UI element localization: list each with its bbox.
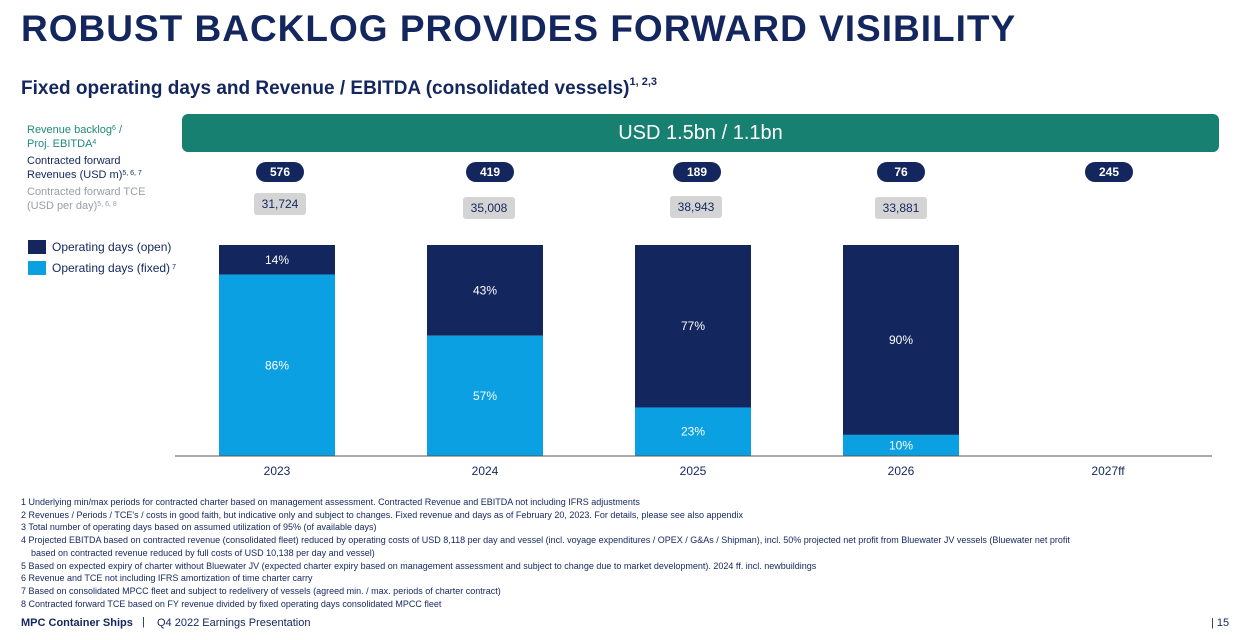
bar-fixed-2026 (843, 434, 959, 456)
bar-open-2026 (843, 245, 959, 435)
legend-open: Operating days (open) (28, 240, 171, 254)
footnote-1: 1 Underlying min/max periods for contrac… (21, 497, 640, 507)
chart-subtitle: Fixed operating days and Revenue / EBITD… (21, 76, 658, 99)
bar-open-2023 (219, 245, 335, 275)
page-title: ROBUST BACKLOG PROVIDES FORWARD VISIBILI… (21, 8, 1017, 49)
data-label-open-2024: 43% (473, 283, 497, 297)
revenue-backlog-label: Revenue backlog6 / Proj. EBITDA4 (27, 124, 123, 150)
revenue-pill-2027ff: 245 (1085, 162, 1133, 182)
x-tick-label-2027ff: 2027ff (1091, 464, 1125, 478)
footnote-4-continued: based on contracted revenue reduced by f… (31, 547, 375, 558)
footnotes: 1 Underlying min/max periods for contrac… (21, 496, 1231, 610)
bar-fixed-2023 (219, 274, 335, 456)
revenue-pill-2023: 576 (256, 162, 304, 182)
footnote-7: 7 Based on consolidated MPCC fleet and s… (21, 585, 501, 596)
bar-open-2025 (635, 245, 751, 408)
bar-fixed-2025 (635, 407, 751, 456)
footer-brand: MPC Container Ships (21, 617, 133, 629)
footnote-6: 6 Revenue and TCE not including IFRS amo… (21, 573, 313, 584)
revenue-pill-2024: 419 (466, 162, 514, 182)
legend-swatch-open (28, 240, 46, 254)
footer-presentation-title: Q4 2022 Earnings Presentation (157, 617, 311, 629)
footnote-4: 4 Projected EBITDA based on contracted r… (21, 535, 1070, 546)
bar-fixed-2024 (427, 335, 543, 456)
data-label-open-2023: 14% (265, 253, 289, 267)
page-number: | 15 (1211, 617, 1230, 629)
x-tick-label-2023: 2023 (264, 464, 291, 478)
data-label-open-2025: 77% (681, 319, 705, 333)
tce-box-2023: 31,724 (254, 193, 306, 215)
x-tick-label-2025: 2025 (680, 464, 707, 478)
footnote-3: 3 Total number of operating days based o… (21, 522, 377, 533)
legend-swatch-fixed (28, 261, 46, 275)
data-label-fixed-2023: 86% (265, 358, 289, 372)
contracted-tce-label: Contracted forward TCE (USD per day)5, 6… (27, 186, 146, 212)
data-label-open-2026: 90% (889, 333, 913, 347)
x-tick-label-2024: 2024 (472, 464, 499, 478)
revenue-backlog-bar: USD 1.5bn / 1.1bn (182, 114, 1219, 152)
revenue-pill-2025: 189 (673, 162, 721, 182)
x-tick-label-2026: 2026 (888, 464, 915, 478)
tce-box-2026: 33,881 (875, 197, 927, 219)
footnote-2: 2 Revenues / Periods / TCE's / costs in … (21, 509, 743, 520)
contracted-revenues-label: Contracted forward Revenues (USD m)5, 6,… (27, 155, 142, 181)
bar-open-2024 (427, 245, 543, 336)
subtitle-footnote-ref: 1, 2,3 (629, 76, 658, 88)
tce-box-2024: 35,008 (463, 197, 515, 219)
revenue-pill-2026: 76 (877, 162, 925, 182)
footer-separator: | (142, 616, 145, 628)
data-label-fixed-2026: 10% (889, 438, 913, 452)
footnote-8: 8 Contracted forward TCE based on FY rev… (21, 598, 442, 609)
footnote-5: 5 Based on expected expiry of charter wi… (21, 560, 817, 571)
data-label-fixed-2025: 23% (681, 425, 705, 439)
tce-box-2025: 38,943 (670, 196, 722, 218)
legend-fixed: Operating days (fixed) 7 (28, 261, 176, 275)
data-label-fixed-2024: 57% (473, 389, 497, 403)
